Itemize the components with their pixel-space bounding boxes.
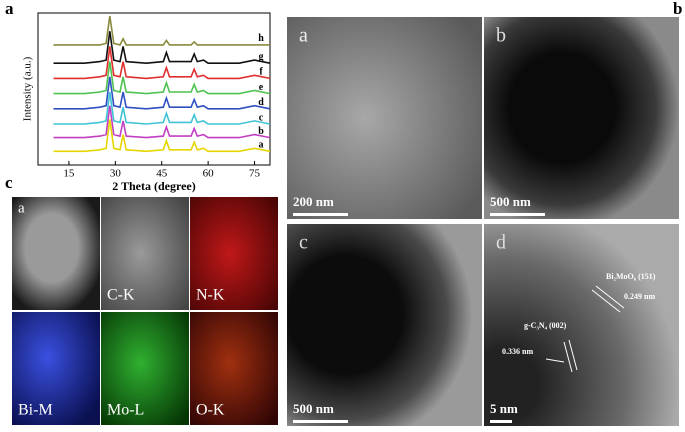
image-label: d xyxy=(496,232,506,254)
xrd-line xyxy=(53,91,271,125)
scale-bar-label: 200 nm xyxy=(293,194,334,209)
lattice-annotation: g-C₃N₄ (002) xyxy=(524,321,567,330)
xrd-line xyxy=(53,61,271,95)
scale-bar xyxy=(490,420,512,423)
mapping-image xyxy=(12,312,100,425)
tem-image xyxy=(484,17,679,219)
mapping-image xyxy=(190,197,278,310)
tem-image xyxy=(287,17,482,219)
series-label: h xyxy=(258,33,264,44)
x-tick-label: 60 xyxy=(203,168,215,180)
series-label: c xyxy=(259,112,264,123)
image-label: b xyxy=(496,25,506,47)
x-axis-label: 2 Theta (degree) xyxy=(112,179,196,193)
series-label: e xyxy=(259,82,264,93)
fringe-line xyxy=(568,339,578,371)
scale-bar xyxy=(293,420,348,423)
mapping-image xyxy=(12,197,100,310)
xrd-line xyxy=(53,15,270,46)
series-label: g xyxy=(259,51,264,62)
series-label: b xyxy=(258,126,264,137)
mapping-label: a xyxy=(18,200,25,216)
lattice-annotation: 0.336 nm xyxy=(502,347,533,356)
scale-bar-label: 500 nm xyxy=(293,401,334,416)
x-tick-label: 45 xyxy=(156,168,168,180)
x-tick-label: 75 xyxy=(249,168,261,180)
tem-image xyxy=(287,224,482,426)
x-tick-label: 15 xyxy=(63,168,75,180)
fringe-line xyxy=(595,285,625,309)
scale-bar-label: 5 nm xyxy=(490,401,518,416)
x-tick-label: 30 xyxy=(110,168,122,180)
scale-bar-label: 500 nm xyxy=(490,194,531,209)
scale-bar xyxy=(293,213,348,216)
plot-frame xyxy=(37,12,271,166)
xrd-line xyxy=(53,31,271,65)
mapping-label: O-K xyxy=(196,402,225,419)
image-label: c xyxy=(299,232,308,254)
lattice-annotation: 0.249 nm xyxy=(624,292,655,301)
xrd-line xyxy=(53,105,271,139)
mapping-image xyxy=(101,197,189,310)
y-axis-label: Intensity (a.u.) xyxy=(22,56,34,121)
fringe-line xyxy=(563,341,573,373)
series-label: d xyxy=(258,97,264,108)
xrd-line xyxy=(53,46,271,80)
image-label: a xyxy=(299,25,308,47)
mapping-label: Mo-L xyxy=(107,402,144,419)
mapping-label: Bi-M xyxy=(18,402,53,419)
tem-image xyxy=(484,224,679,426)
series-label: f xyxy=(259,67,263,78)
series-label: a xyxy=(259,140,264,151)
xrd-line xyxy=(53,76,271,110)
mapping-image xyxy=(101,312,189,425)
panel-label: c xyxy=(5,173,13,192)
mapping-label: C-K xyxy=(107,287,135,304)
scale-bar xyxy=(490,213,545,216)
pointer-arrow xyxy=(545,358,565,363)
lattice-annotation: Bi₂MoO₆ (151) xyxy=(606,272,656,281)
mapping-image xyxy=(190,312,278,425)
xrd-line xyxy=(53,119,271,153)
panel-label: b xyxy=(673,0,682,18)
panel-label: a xyxy=(5,0,14,18)
fringe-line xyxy=(591,289,621,313)
mapping-label: N-K xyxy=(196,287,225,304)
